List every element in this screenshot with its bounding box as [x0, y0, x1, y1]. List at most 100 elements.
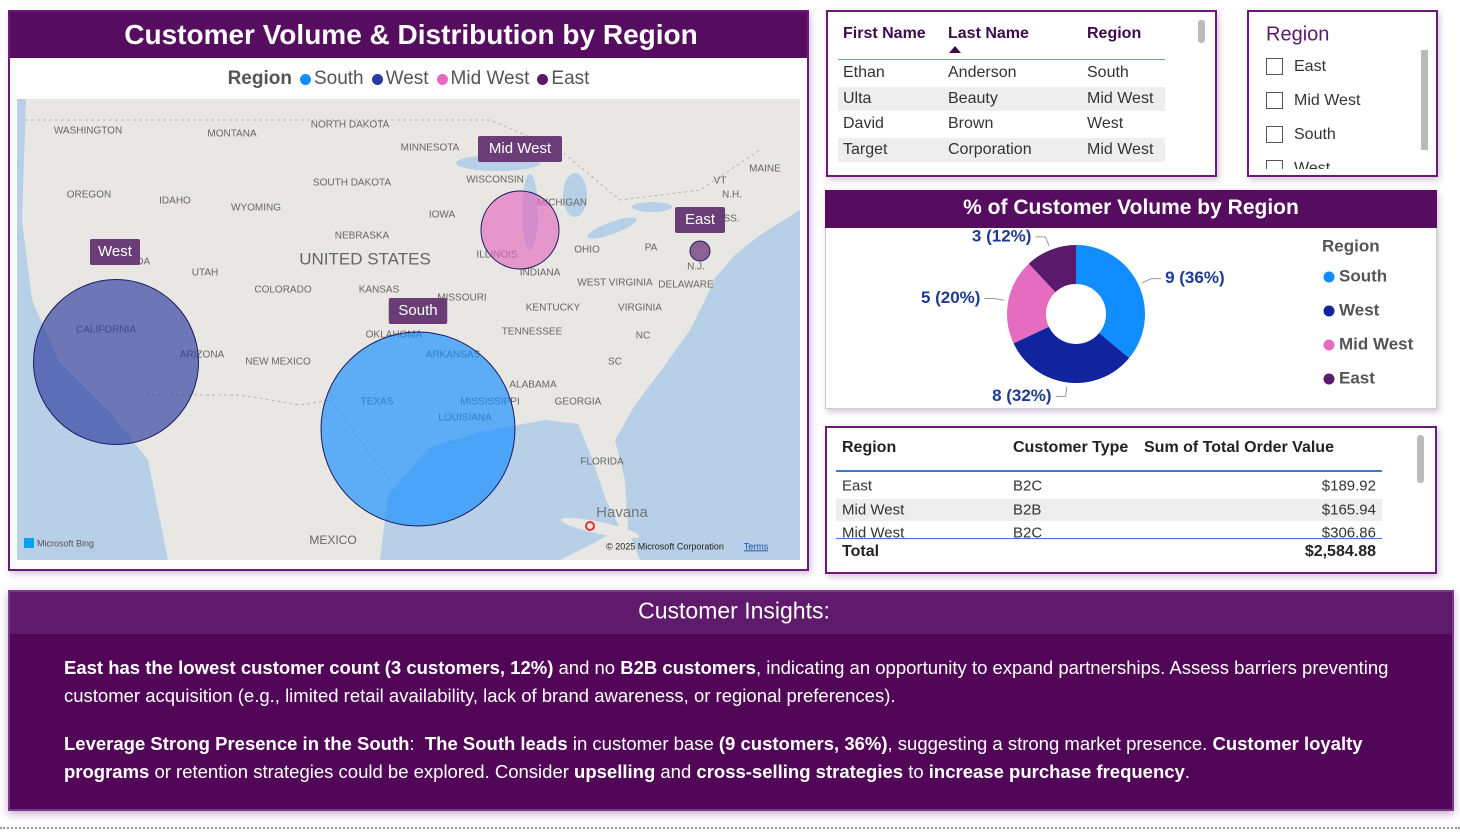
checkbox[interactable] [1266, 92, 1283, 109]
place-label: IDAHO [159, 196, 191, 207]
donut-title: % of Customer Volume by Region [963, 196, 1299, 219]
table-cell: Ulta [843, 89, 872, 107]
leader-line [1055, 386, 1068, 397]
column-header[interactable]: Region [1087, 25, 1142, 42]
map-terms[interactable]: Terms [744, 541, 769, 551]
city-marker [585, 521, 595, 531]
legend-label[interactable]: South [1339, 266, 1387, 285]
data-label: 5 (20%) [921, 288, 981, 307]
insight-text: or retention strategies could be explore… [149, 760, 575, 782]
table-cell: B2C [1013, 524, 1043, 539]
place-label: IOWA [429, 210, 456, 221]
table-cell: Beauty [948, 89, 998, 107]
place-label: MISSOURI [437, 293, 486, 304]
place-label: OHIO [574, 245, 600, 256]
donut-slice [1007, 263, 1056, 344]
place-label: MAINE [749, 164, 781, 175]
legend-label[interactable]: Mid West [1339, 334, 1414, 353]
insight-text: to [903, 760, 929, 782]
place-label: N.J. [687, 262, 705, 273]
column-header[interactable]: Region [842, 439, 897, 456]
table-cell: Target [843, 140, 888, 158]
checkbox[interactable] [1266, 126, 1283, 143]
atlantic [615, 210, 800, 560]
insight-text: B2B customers [620, 657, 756, 678]
table-cell: $189.92 [1321, 477, 1376, 495]
bubble-label: East [685, 211, 716, 228]
place-label: VT [714, 176, 727, 187]
table-cell: East [842, 477, 873, 495]
legend-label: West [385, 68, 429, 89]
place-label: GEORGIA [555, 397, 602, 408]
leader-line [1141, 278, 1162, 284]
column-header[interactable]: First Name [843, 25, 926, 42]
donut-slice [1013, 326, 1130, 383]
cuba [560, 517, 640, 539]
insight-text: and [655, 760, 697, 782]
place-label: UTAH [192, 268, 218, 279]
map-copyright: © 2025 Microsoft Corporation [606, 541, 724, 551]
place-label: NEW MEXICO [245, 357, 311, 368]
leader-line [1035, 236, 1050, 247]
total-rule [836, 538, 1382, 539]
legend-label[interactable]: West [1339, 300, 1380, 319]
lake [587, 217, 637, 239]
leader-line [984, 297, 1005, 301]
legend-item[interactable]: Mid West [436, 68, 529, 90]
slicer-option[interactable]: South [1294, 126, 1336, 143]
lake [632, 202, 672, 212]
place-label: WYOMING [231, 203, 281, 214]
place-label: COLORADO [254, 285, 311, 296]
column-header[interactable]: Customer Type [1013, 439, 1129, 456]
bubble-label: South [398, 302, 437, 319]
table-cell: Mid West [1087, 89, 1154, 107]
legend-dot [537, 73, 549, 85]
legend-label[interactable]: East [1339, 368, 1375, 387]
legend-dot [299, 73, 311, 85]
bing-logo [24, 538, 34, 548]
scrollbar [1417, 435, 1424, 483]
insights-body: East has the lowest customer count (3 cu… [64, 654, 1449, 794]
donut-slice [1028, 245, 1076, 293]
insights-title: Customer Insights: [638, 597, 830, 624]
place-label: MINNESOTA [401, 143, 460, 154]
legend-item[interactable]: East [537, 68, 589, 90]
checkbox[interactable] [1266, 160, 1283, 169]
slicer-option[interactable]: East [1294, 58, 1327, 75]
place-label: KANSAS [359, 285, 400, 296]
bubble-tag [478, 136, 562, 162]
legend-label: South [313, 68, 364, 89]
bubble [33, 279, 199, 445]
table-cell: $306.86 [1321, 524, 1376, 539]
order-rows: East B2C $189.92 Mid West B2B $165.94 Mid West… [836, 474, 1382, 538]
checkbox[interactable] [1266, 58, 1283, 75]
place-label: NORTH DAKOTA [311, 120, 390, 131]
map-credit: Microsoft Bing [37, 538, 94, 548]
slicer-title: Region [1266, 23, 1330, 46]
column-header[interactable]: Sum of Total Order Value [1144, 439, 1334, 456]
page-edge [0, 827, 1460, 829]
place-label: NEBRASKA [335, 231, 390, 242]
bubble-tag [388, 298, 448, 324]
column-header[interactable]: Last Name [948, 25, 1029, 42]
legend-item[interactable]: South [299, 68, 364, 90]
table-cell: Ethan [843, 64, 885, 81]
slicer-option[interactable]: West [1294, 160, 1331, 169]
slicer-list: East Mid West South West [1262, 52, 1420, 169]
legend-dot [1323, 339, 1335, 351]
place-label: VIRGINIA [618, 303, 662, 314]
legend-item[interactable]: West [371, 68, 429, 90]
map-legend: Region South West Mid West East [10, 66, 807, 92]
table-cell: B2B [1013, 501, 1042, 518]
place-label: MICHIGAN [537, 198, 587, 209]
place-label: WISCONSIN [466, 175, 524, 186]
place-label: Havana [596, 504, 648, 521]
table-cell: Mid West [1087, 140, 1154, 158]
insight-text: cross-selling strategies [696, 760, 904, 782]
slicer-option[interactable]: Mid West [1294, 92, 1361, 109]
legend-label: East [551, 68, 590, 89]
legend-dot [1323, 305, 1335, 317]
bubble [320, 331, 516, 527]
table-cell: Brown [948, 115, 994, 132]
